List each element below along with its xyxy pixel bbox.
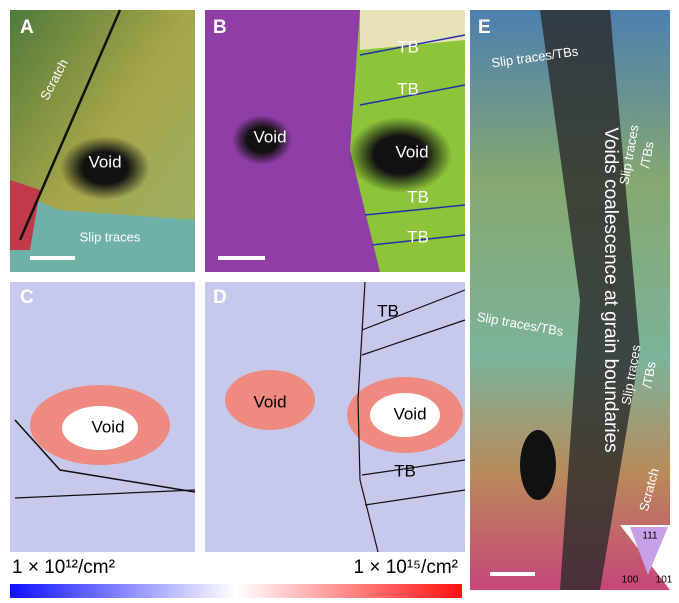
annotation: Void	[88, 152, 121, 171]
annotation: TB	[397, 79, 419, 98]
legend-label: 101	[656, 575, 673, 586]
annotation: Void	[395, 142, 428, 161]
panel-label: D	[213, 287, 227, 308]
figure: ABCDEScratchVoidSlip tracesVoidVoidTBTBT…	[0, 0, 679, 598]
annotation: Void	[393, 404, 426, 423]
panel-label: E	[478, 17, 491, 38]
annotation: Void	[253, 127, 286, 146]
colorbar-label: 1 × 10¹⁵/cm²	[354, 557, 459, 578]
annotation: TB	[394, 461, 416, 480]
panel-label: B	[213, 17, 227, 38]
colorbar-label: 1 × 10¹²/cm²	[12, 557, 115, 578]
annotation: TB	[407, 187, 429, 206]
annotation: TB	[377, 301, 399, 320]
annotation: Slip traces	[80, 229, 141, 244]
colorbar	[10, 584, 462, 598]
annotation: TB	[407, 227, 429, 246]
annotation: Void	[253, 392, 286, 411]
legend-label: 100	[622, 575, 639, 586]
annotation: TB	[397, 37, 419, 56]
annotation: Void	[91, 417, 124, 436]
legend-label: 111	[642, 531, 658, 542]
panel-label: C	[20, 287, 34, 308]
panel-label: A	[20, 17, 34, 38]
